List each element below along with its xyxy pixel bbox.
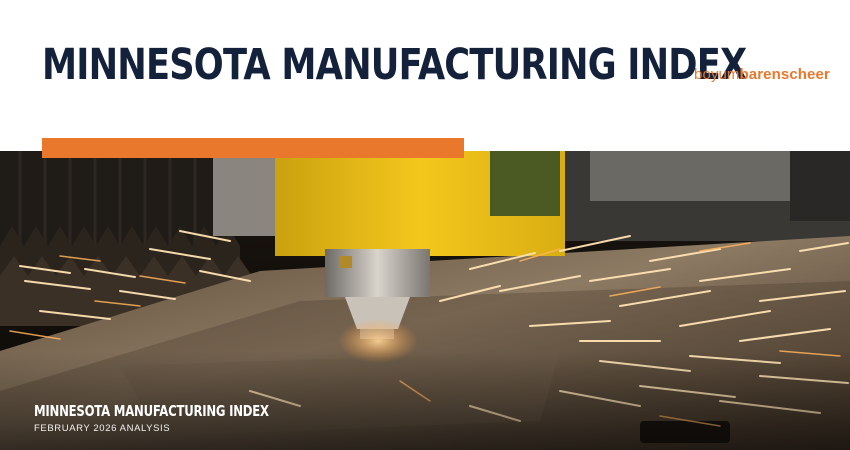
caption-title: MINNESOTA MANUFACTURING INDEX xyxy=(34,402,269,420)
page-title: MINNESOTA MANUFACTURING INDEX xyxy=(42,40,747,90)
brand-logo: boyumbarenscheer xyxy=(694,66,830,83)
brand-logo-part-bold: barenscheer xyxy=(739,66,830,83)
hero-caption: MINNESOTA MANUFACTURING INDEX FEBRUARY 2… xyxy=(34,402,335,435)
hero-image: MINNESOTA MANUFACTURING INDEX FEBRUARY 2… xyxy=(0,151,850,450)
caption-subtitle: FEBRUARY 2026 ANALYSIS xyxy=(34,423,171,434)
laser-cutter-photo xyxy=(0,151,850,450)
brand-logo-part-light: boyum xyxy=(694,66,740,83)
accent-bar xyxy=(42,138,464,158)
